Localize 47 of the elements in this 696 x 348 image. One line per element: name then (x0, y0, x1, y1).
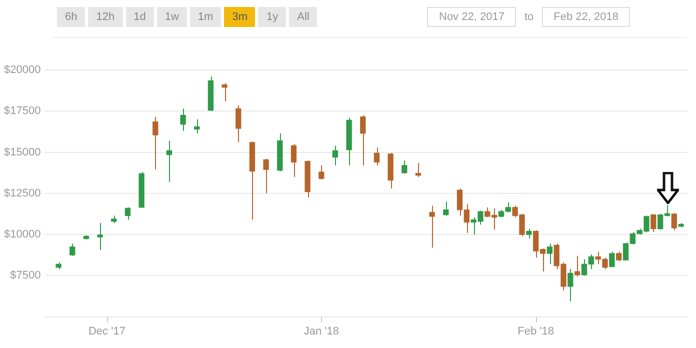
candlestick (609, 251, 615, 268)
text: Feb 22, 2018 (542, 7, 630, 27)
text: 6h (57, 7, 86, 27)
candlestick (332, 145, 338, 166)
y-tick-label: $20000 (4, 64, 41, 76)
candlestick (671, 212, 677, 231)
text: 1y (258, 7, 286, 27)
y-tick-label: $12500 (4, 187, 41, 200)
candlestick (443, 201, 449, 216)
candlestick (574, 255, 580, 277)
candlestick (650, 213, 656, 233)
text: 1m (190, 7, 222, 27)
candlestick (374, 146, 380, 166)
text: Nov 22, 2017 (427, 7, 516, 27)
candlestick (290, 144, 297, 178)
candlestick (616, 251, 622, 262)
candlestick (124, 206, 131, 220)
candlestick (180, 108, 186, 132)
text: 1d (126, 7, 154, 27)
candlestick (70, 243, 76, 256)
x-tick-label: Dec '17 (88, 325, 126, 338)
y-tick-label: $7500 (10, 270, 41, 282)
y-tick-label: $10000 (4, 228, 41, 241)
candlestick (97, 222, 103, 251)
candlestick (415, 162, 422, 178)
x-tick-label: Feb '18 (518, 325, 554, 338)
candlestick (402, 160, 408, 174)
candlestick (263, 158, 269, 194)
text: All (289, 7, 318, 27)
candlestick (194, 118, 200, 134)
y-tick-label: $15000 (4, 146, 41, 158)
text: 3m (224, 7, 256, 27)
text: to (524, 11, 534, 23)
text: 12h (88, 7, 123, 27)
candlestick (568, 268, 574, 302)
candlestick (236, 104, 242, 143)
candlestick (222, 82, 228, 102)
candlestick (152, 116, 158, 170)
candlestick (360, 114, 366, 166)
candlestick (546, 243, 552, 265)
text: 1w (156, 7, 187, 27)
candlestick (318, 164, 324, 180)
y-tick-label: $17500 (4, 105, 41, 118)
x-tick-label: Jan '18 (304, 325, 339, 338)
candlestick (526, 228, 532, 240)
candlestick (429, 205, 435, 248)
candlestick (166, 140, 172, 182)
